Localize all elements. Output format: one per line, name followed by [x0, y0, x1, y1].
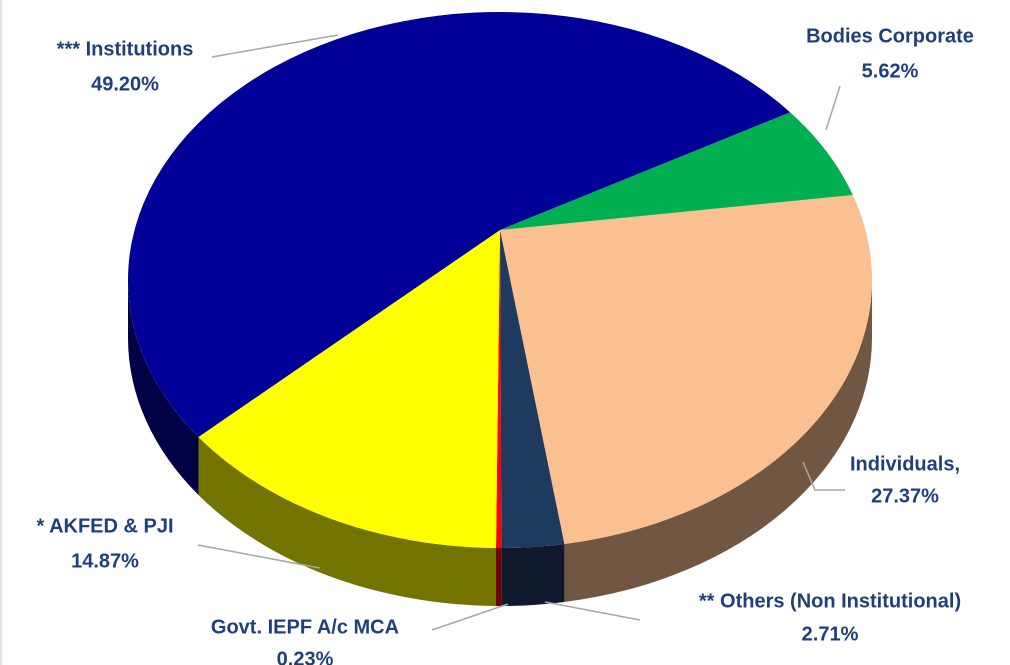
slice [500, 112, 853, 230]
value-label: 2.71% [802, 623, 859, 645]
value-label: 27.37% [871, 485, 939, 507]
category-label: *** Institutions [57, 38, 194, 60]
leader-line [211, 34, 339, 58]
leader-line [825, 85, 841, 131]
leader-line [197, 544, 321, 569]
slice-side [198, 436, 497, 606]
category-label: ** Others (Non Institutional) [699, 590, 961, 612]
slice [500, 230, 565, 548]
category-label: Individuals, [850, 453, 960, 475]
category-label: Govt. IEPF A/c MCA [211, 616, 399, 638]
value-label: 49.20% [91, 73, 159, 95]
leader-line [802, 461, 845, 491]
slice-side [496, 547, 502, 606]
category-label: * AKFED & PJI [36, 515, 173, 537]
value-label: 14.87% [71, 550, 139, 572]
slice [198, 230, 500, 548]
slice [496, 230, 502, 548]
leader-line [431, 603, 509, 631]
category-label: Bodies Corporate [806, 25, 974, 47]
slice-side [128, 280, 199, 495]
slice-side [564, 280, 872, 602]
value-label: 0.23% [277, 648, 334, 665]
value-label: 5.62% [862, 60, 919, 82]
slice [500, 194, 872, 544]
slice [127, 11, 791, 437]
slice-side [501, 543, 565, 606]
leader-line [544, 601, 641, 621]
